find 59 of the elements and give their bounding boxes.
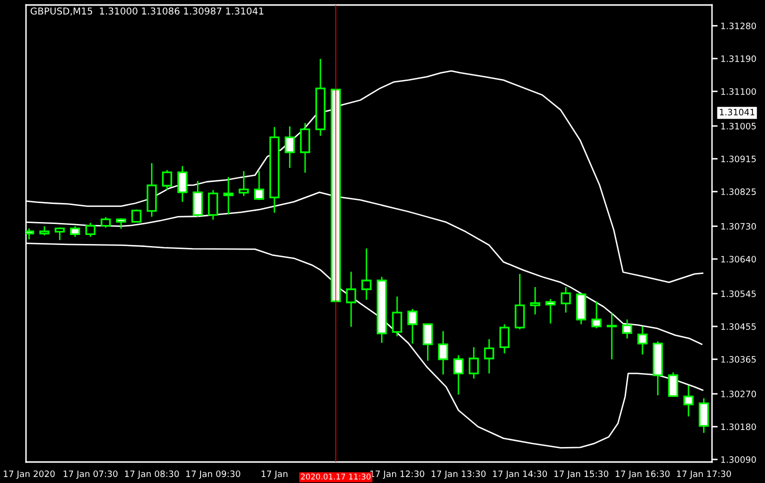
candlestick bbox=[453, 354, 464, 396]
y-tick-label: 1.30640 bbox=[721, 256, 756, 262]
candlestick bbox=[162, 169, 172, 191]
chart-title: GBPUSD,M15 1.31000 1.31086 1.30987 1.31041 bbox=[30, 7, 264, 16]
candlestick bbox=[392, 296, 402, 337]
candlestick bbox=[668, 372, 678, 397]
candlestick bbox=[514, 273, 525, 330]
y-tick-label: 1.30270 bbox=[721, 390, 756, 398]
y-tick-label: 1.31005 bbox=[721, 122, 756, 130]
candlestick bbox=[422, 323, 433, 362]
y-tick-label: 1.30180 bbox=[721, 423, 756, 430]
y-tick-label: 1.30545 bbox=[721, 290, 756, 298]
y-tick-label: 1.30365 bbox=[721, 356, 756, 363]
candlestick bbox=[208, 189, 218, 220]
candlestick bbox=[484, 338, 494, 374]
candlestick bbox=[698, 398, 709, 434]
y-tick-label: 1.30455 bbox=[721, 323, 756, 330]
y-tick-label: 1.30915 bbox=[721, 156, 756, 162]
candlestick bbox=[530, 286, 540, 316]
candlestick bbox=[407, 308, 418, 344]
x-tick-label: 17 Jan 16:30 bbox=[616, 470, 670, 479]
candlestick bbox=[39, 226, 50, 236]
candlestick bbox=[591, 300, 602, 329]
y-tick-label: 1.30825 bbox=[721, 188, 756, 196]
x-tick-label: 17 Jan 13:30 bbox=[432, 470, 486, 479]
candlestick bbox=[85, 222, 96, 238]
candlestick bbox=[54, 226, 65, 241]
y-tick-label: 1.31280 bbox=[721, 22, 756, 30]
candlestick bbox=[177, 165, 188, 202]
y-tick-label: 1.31100 bbox=[721, 88, 756, 95]
candlestick bbox=[438, 330, 448, 376]
candlestick bbox=[560, 286, 571, 314]
candlestick bbox=[116, 218, 126, 230]
candlestick bbox=[284, 126, 295, 169]
x-tick-label: 17 Jan 14:30 bbox=[493, 470, 547, 479]
y-tick-label: 1.30730 bbox=[721, 223, 756, 230]
candlestick bbox=[300, 122, 310, 174]
x-tick-label: 17 Jan bbox=[262, 470, 288, 479]
x-tick-label: 17 Jan 17:30 bbox=[677, 470, 731, 479]
candlestick bbox=[100, 216, 111, 228]
candlestick bbox=[622, 318, 632, 340]
candlestick bbox=[70, 226, 80, 238]
candlestick bbox=[238, 170, 249, 197]
y-tick-label: 1.31190 bbox=[721, 55, 756, 62]
candlestick bbox=[346, 271, 356, 328]
candlestick bbox=[131, 208, 142, 223]
candlestick bbox=[545, 298, 556, 324]
x-tick-label: 17 Jan 2020 bbox=[4, 470, 55, 479]
y-tick-label: 1.30090 bbox=[721, 456, 756, 463]
x-tick-label: 17 Jan 09:30 bbox=[186, 470, 240, 479]
x-tick-label: 17 Jan 08:30 bbox=[125, 470, 179, 479]
candlestick bbox=[361, 248, 372, 301]
candlestick bbox=[683, 384, 694, 418]
candlestick bbox=[499, 324, 510, 354]
candlestick bbox=[468, 346, 479, 380]
x-tick-label: 17 Jan 07:30 bbox=[64, 470, 118, 479]
candlestick bbox=[254, 170, 264, 201]
x-tick-label: 17 Jan 15:30 bbox=[554, 470, 608, 479]
text: 1.31041 bbox=[720, 108, 754, 116]
